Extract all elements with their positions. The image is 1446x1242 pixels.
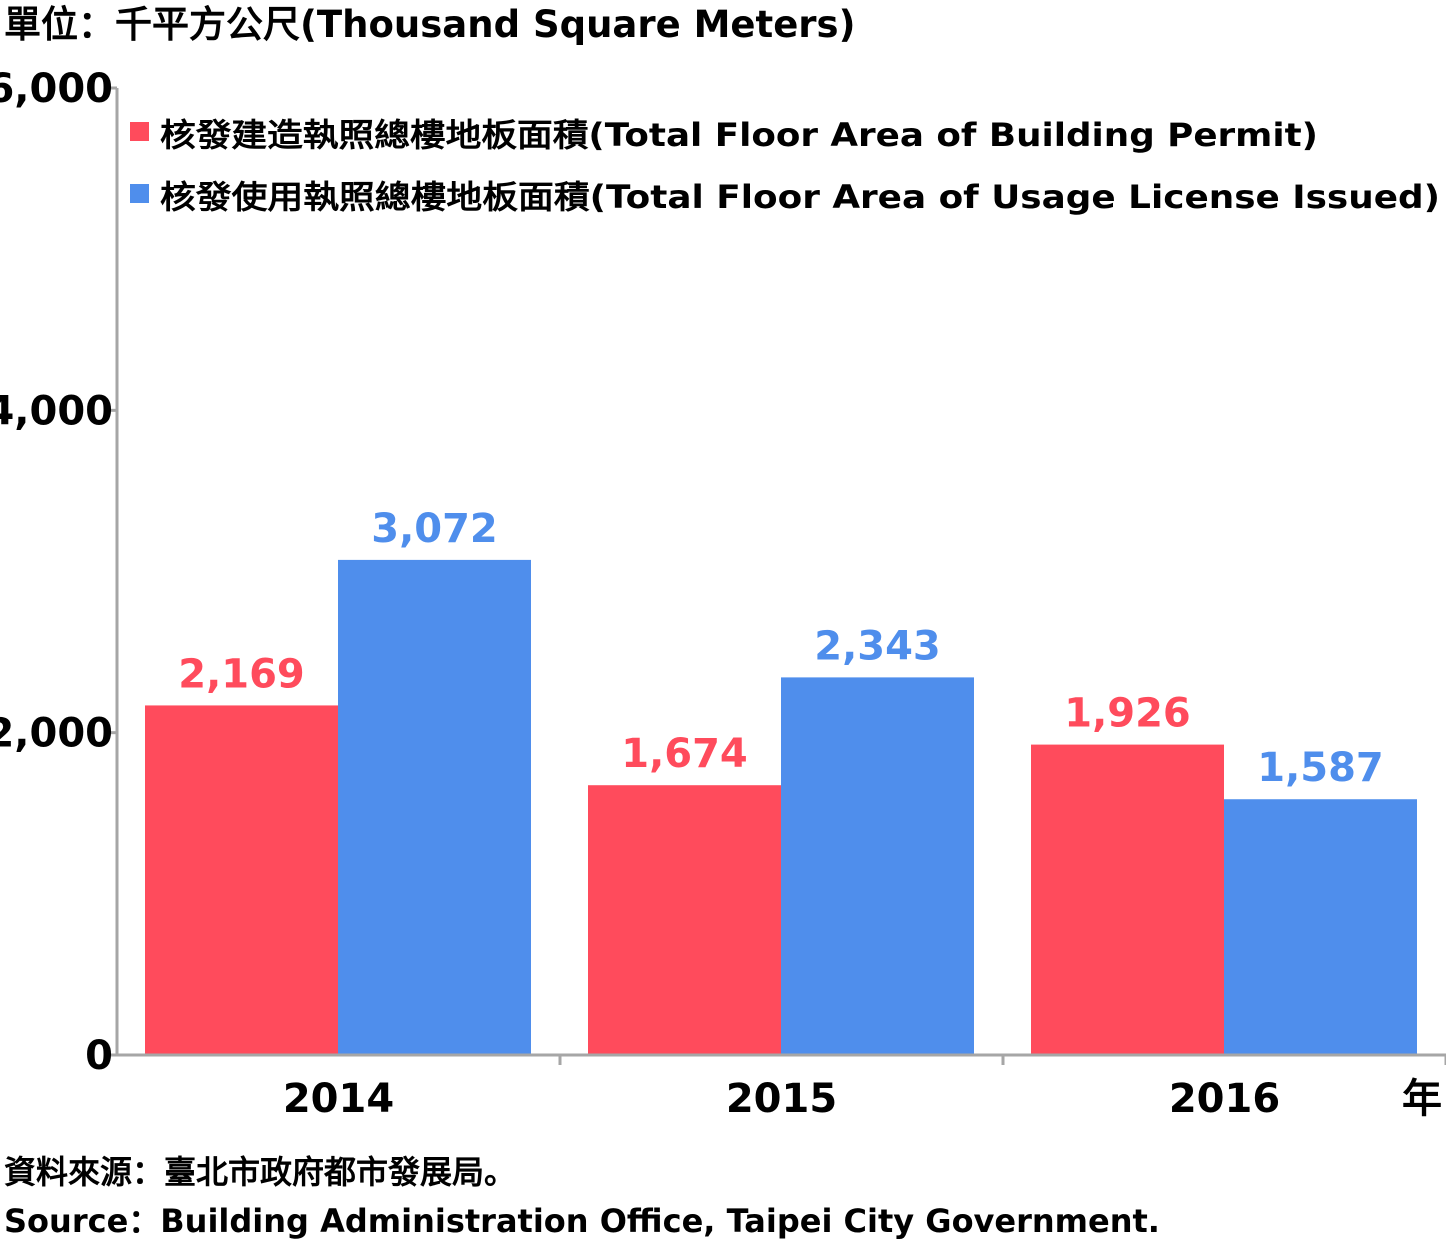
bar-2015-series-1 [588, 785, 781, 1055]
data-label-2015-series-2: 2,343 [814, 623, 941, 669]
bar-chart: 2,169 3,072 2014 1,674 2,343 2015 1,926 1,587 20… [0, 0, 1446, 1140]
data-label-2015-series-1: 1,674 [621, 731, 748, 777]
legend-label-series-1: 核發建造執照總樓地板面積(Total Floor Area of Buildin… [160, 116, 1318, 154]
data-label-2014-series-1: 2,169 [178, 651, 305, 697]
source-english: Source：Building Administration Office, T… [4, 1201, 1160, 1241]
bar-2015-series-2 [781, 677, 974, 1055]
x-tick-label-2016: 2016 [1169, 1076, 1280, 1122]
bar-2016-series-1 [1031, 745, 1224, 1055]
bar-2016-series-2 [1224, 799, 1417, 1055]
y-tick-label-6000: 6,000 [0, 66, 113, 112]
y-tick-label-0: 0 [85, 1033, 113, 1079]
data-label-2016-series-1: 1,926 [1064, 691, 1191, 737]
data-label-2014-series-2: 3,072 [371, 506, 498, 552]
legend-swatch-series-2 [130, 184, 149, 203]
y-tick-label-2000: 2,000 [0, 711, 113, 757]
bar-2014-series-2 [338, 560, 531, 1055]
bar-2014-series-1 [145, 705, 338, 1055]
legend-label-series-2: 核發使用執照總樓地板面積(Total Floor Area of Usage L… [160, 178, 1440, 216]
y-tick-label-4000: 4,000 [0, 388, 113, 434]
x-tick-label-2014: 2014 [283, 1076, 394, 1122]
data-label-2016-series-2: 1,587 [1257, 745, 1384, 791]
legend-swatch-series-1 [130, 122, 149, 141]
source-chinese: 資料來源：臺北市政府都市發展局。 [4, 1152, 516, 1192]
x-tick-label-2015: 2015 [726, 1076, 837, 1122]
x-axis-unit-label: 年 [1402, 1076, 1442, 1122]
